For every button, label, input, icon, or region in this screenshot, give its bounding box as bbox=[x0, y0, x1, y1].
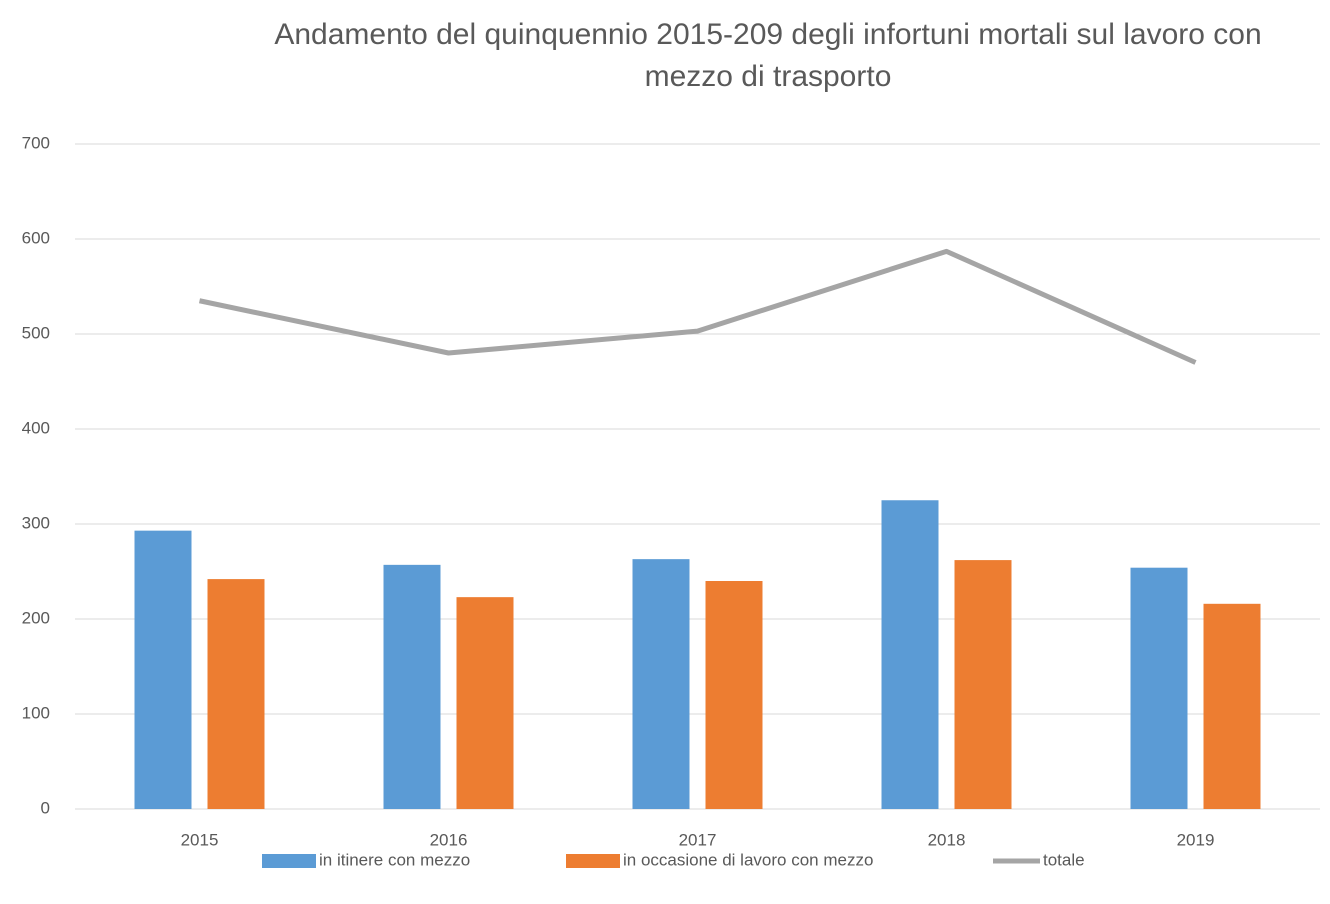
y-tick-label: 600 bbox=[22, 228, 50, 247]
bar bbox=[456, 597, 514, 809]
legend-label: in occasione di lavoro con mezzo bbox=[623, 850, 873, 869]
x-tick-label: 2016 bbox=[430, 830, 468, 849]
x-tick-label: 2018 bbox=[928, 830, 966, 849]
legend-swatch bbox=[566, 854, 620, 868]
bar bbox=[383, 564, 441, 809]
y-tick-label: 400 bbox=[22, 418, 50, 437]
y-tick-label: 200 bbox=[22, 608, 50, 627]
bar bbox=[632, 559, 690, 809]
x-tick-label: 2017 bbox=[679, 830, 717, 849]
bar bbox=[881, 500, 939, 809]
bar bbox=[1130, 567, 1188, 809]
x-tick-label: 2015 bbox=[181, 830, 219, 849]
y-tick-label: 300 bbox=[22, 513, 50, 532]
bar bbox=[134, 530, 192, 809]
y-tick-label: 0 bbox=[41, 798, 50, 817]
legend-label: in itinere con mezzo bbox=[319, 850, 470, 869]
chart-title: Andamento del quinquennio 2015-209 degli… bbox=[274, 18, 1262, 93]
y-tick-label: 100 bbox=[22, 703, 50, 722]
bar bbox=[705, 581, 763, 809]
y-tick-label: 700 bbox=[22, 133, 50, 152]
x-tick-label: 2019 bbox=[1177, 830, 1215, 849]
y-tick-label: 500 bbox=[22, 323, 50, 342]
bar bbox=[207, 579, 265, 809]
bar bbox=[954, 560, 1012, 809]
bar bbox=[1203, 603, 1261, 809]
legend-label: totale bbox=[1043, 850, 1085, 869]
line-series bbox=[198, 248, 1197, 365]
legend-swatch bbox=[262, 854, 316, 868]
